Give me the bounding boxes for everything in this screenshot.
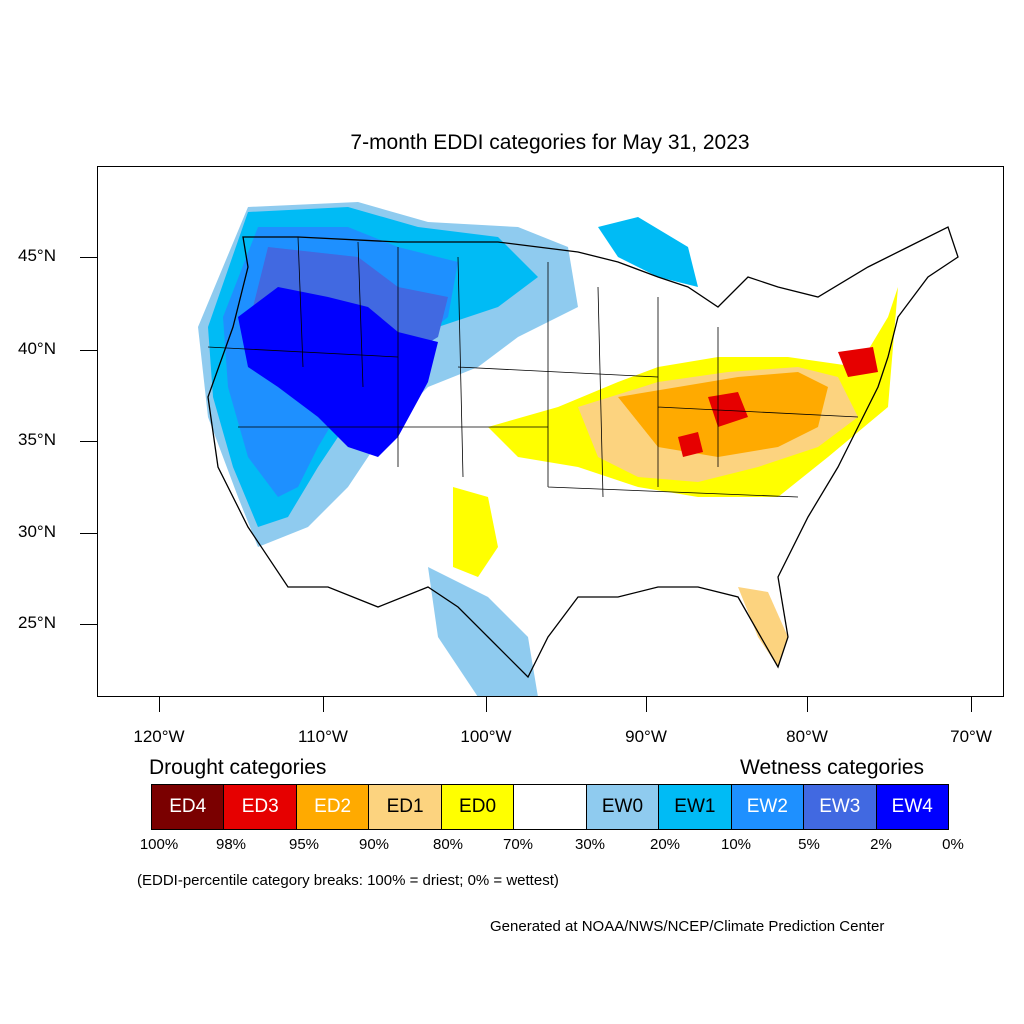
lon-tick	[971, 697, 972, 712]
lat-tick	[80, 533, 97, 534]
category-breaks-note: (EDDI-percentile category breaks: 100% =…	[137, 872, 559, 889]
break-label: 0%	[942, 836, 964, 853]
legend-box-ew2: EW2	[731, 785, 805, 829]
map-panel	[97, 166, 1004, 697]
drought-region-ed0-texas	[453, 487, 498, 577]
lon-tick	[807, 697, 808, 712]
break-label: 70%	[502, 836, 534, 853]
legend-box-ew1: EW1	[659, 785, 732, 829]
drought-legend-title: Drought categories	[149, 756, 327, 779]
state-lines	[207, 236, 859, 498]
lon-label-120: 120°W	[133, 727, 185, 746]
lon-label-70: 70°W	[950, 727, 992, 746]
legend-box-ed0: ED0	[441, 785, 515, 829]
us-outline	[207, 226, 959, 679]
legend-box-ed2: ED2	[296, 785, 370, 829]
lat-label-30: 30°N	[18, 522, 56, 541]
map-title: 7-month EDDI categories for May 31, 2023	[350, 131, 750, 154]
lon-label-90: 90°W	[625, 727, 667, 746]
break-label: 30%	[574, 836, 606, 853]
break-label: 80%	[432, 836, 464, 853]
legend-box-neutral	[514, 785, 587, 829]
credit-line: Generated at NOAA/NWS/NCEP/Climate Predi…	[490, 918, 885, 935]
lat-label-25: 25°N	[18, 613, 56, 632]
lat-tick	[80, 624, 97, 625]
legend-box-ew4: EW4	[876, 785, 948, 829]
lon-tick	[646, 697, 647, 712]
lat-label-35: 35°N	[18, 430, 56, 449]
legend-box-ed1: ED1	[369, 785, 442, 829]
category-legend: ED4 ED3 ED2 ED1 ED0 EW0 EW1 EW2 EW3 EW4	[151, 784, 949, 830]
break-label: 98%	[215, 836, 247, 853]
break-label: 5%	[798, 836, 820, 853]
lat-tick	[80, 257, 97, 258]
break-label: 10%	[720, 836, 752, 853]
lat-label-45: 45°N	[18, 246, 56, 265]
legend-box-ed4: ED4	[152, 785, 225, 829]
break-label: 2%	[870, 836, 892, 853]
lat-tick	[80, 441, 97, 442]
lon-tick	[486, 697, 487, 712]
lon-label-100: 100°W	[460, 727, 512, 746]
wet-region-ew4	[238, 287, 438, 457]
wet-region-ew1-northeast	[598, 217, 698, 287]
break-label: 95%	[288, 836, 320, 853]
lon-label-110: 110°W	[298, 727, 348, 746]
drought-region-ed2-florida	[738, 587, 788, 667]
lat-label-40: 40°N	[18, 339, 56, 358]
lon-label-80: 80°W	[786, 727, 828, 746]
wetness-legend-title: Wetness categories	[740, 756, 925, 779]
lon-tick	[159, 697, 160, 712]
legend-box-ed3: ED3	[224, 785, 297, 829]
break-label: 100%	[139, 836, 179, 853]
legend-box-ew3: EW3	[804, 785, 877, 829]
lat-tick	[80, 350, 97, 351]
legend-box-ew0: EW0	[586, 785, 660, 829]
break-label: 20%	[649, 836, 681, 853]
break-label: 90%	[358, 836, 390, 853]
lon-tick	[323, 697, 324, 712]
eddi-map	[198, 202, 959, 696]
